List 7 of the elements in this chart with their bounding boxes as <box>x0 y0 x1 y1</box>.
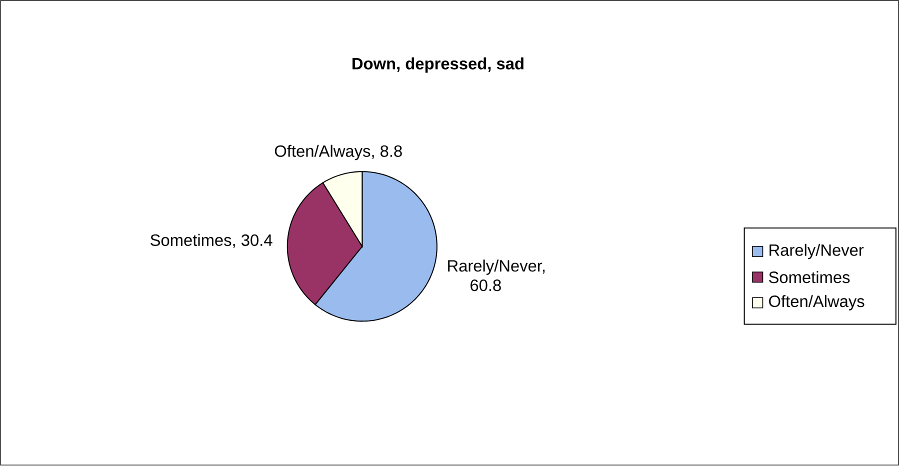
chart-title: Down, depressed, sad <box>352 58 524 73</box>
legend-label: Sometimes <box>769 271 850 284</box>
legend-label: Often/Always <box>769 295 864 311</box>
data-label: Sometimes, 30.4 <box>150 234 272 248</box>
legend-label: Rarely/Never <box>770 244 864 260</box>
data-label: Rarely/Never, 60.8 <box>448 260 545 292</box>
data-label: Often/Always, 8.8 <box>274 145 402 160</box>
